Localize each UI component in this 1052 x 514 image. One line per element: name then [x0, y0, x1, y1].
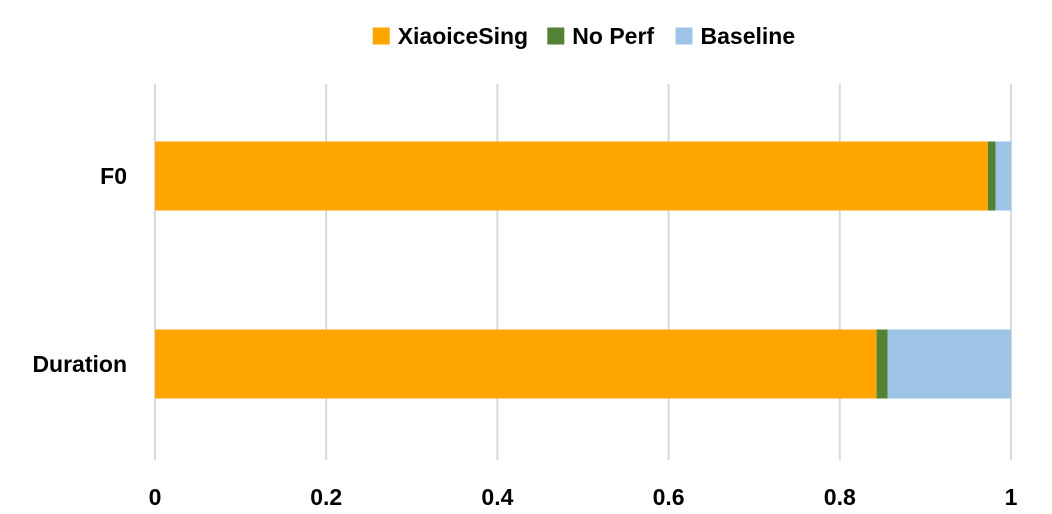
- legend-label-xiaoicesing: XiaoiceSing: [398, 23, 528, 49]
- y-axis-labels: F0 Duration: [32, 163, 127, 377]
- legend-label-baseline: Baseline: [701, 23, 796, 49]
- legend-swatch-xiaoicesing: [373, 28, 390, 45]
- chart-legend: XiaoiceSing No Perf Baseline: [373, 23, 795, 49]
- chart-bars: [155, 142, 1011, 399]
- x-axis-tick-labels: 0 0.2 0.4 0.6 0.8 1: [149, 484, 1018, 510]
- bar-f0-no-perf: [988, 142, 996, 211]
- bar-f0-xiaoicesing: [155, 142, 988, 211]
- x-tick-label-0-6: 0.6: [653, 484, 685, 510]
- x-tick-label-1: 1: [1005, 484, 1018, 510]
- legend-swatch-no-perf: [547, 28, 564, 45]
- bar-duration-xiaoicesing: [155, 330, 877, 399]
- x-tick-label-0-2: 0.2: [310, 484, 342, 510]
- x-tick-label-0: 0: [149, 484, 162, 510]
- bar-f0-baseline: [996, 142, 1011, 211]
- x-tick-label-0-4: 0.4: [481, 484, 513, 510]
- y-label-duration: Duration: [32, 351, 127, 377]
- chart-gridlines: [155, 84, 1011, 460]
- bar-duration-no-perf: [877, 330, 888, 399]
- x-tick-label-0-8: 0.8: [824, 484, 856, 510]
- y-label-f0: F0: [100, 163, 127, 189]
- bar-duration-baseline: [888, 330, 1011, 399]
- legend-swatch-baseline: [676, 28, 693, 45]
- legend-label-no-perf: No Perf: [572, 23, 654, 49]
